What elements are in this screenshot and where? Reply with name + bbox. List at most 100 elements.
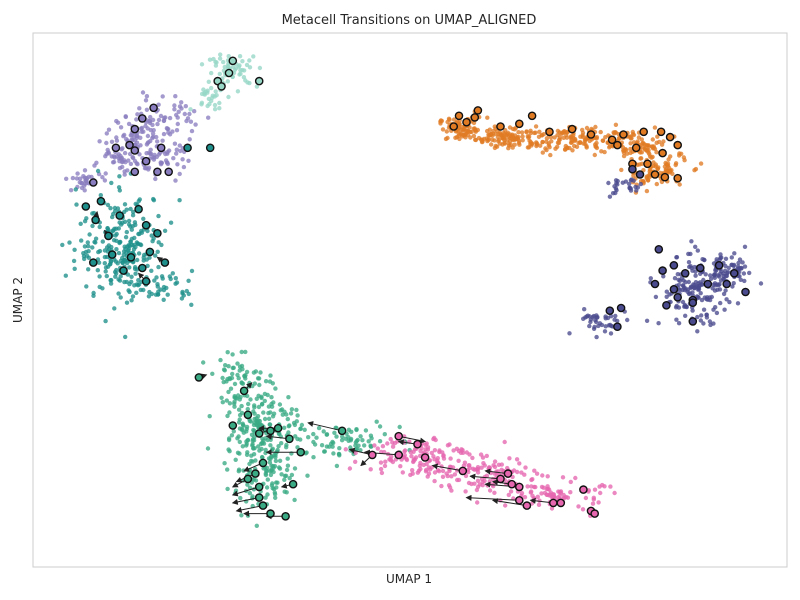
cell-point <box>493 131 498 137</box>
cell-point <box>723 288 728 293</box>
cell-point <box>134 240 139 245</box>
cell-point <box>156 289 161 294</box>
cell-point <box>330 444 335 449</box>
cell-point <box>218 357 223 363</box>
cell-point <box>629 136 634 141</box>
cell-point <box>134 290 139 295</box>
cell-point <box>149 268 154 273</box>
metacell-marker <box>251 469 260 478</box>
metacell-marker <box>527 111 537 121</box>
cell-point <box>485 115 490 120</box>
cell-point <box>603 316 608 321</box>
cell-point <box>456 128 461 133</box>
cell-point <box>236 407 242 412</box>
cell-point <box>269 454 274 459</box>
cell-point <box>144 257 149 262</box>
cell-point <box>132 283 137 288</box>
cell-point <box>572 138 577 143</box>
cell-point <box>536 502 542 507</box>
cell-point <box>226 447 231 452</box>
cell-point <box>625 317 630 323</box>
cell-point <box>136 282 142 287</box>
cell-point <box>257 65 263 71</box>
cell-point <box>170 129 175 134</box>
cell-point <box>206 115 211 120</box>
cell-point <box>598 490 603 496</box>
cell-point <box>269 404 275 409</box>
cell-point <box>251 438 257 443</box>
metacell-marker <box>141 156 151 166</box>
cell-point <box>667 170 673 175</box>
metacell-marker <box>650 279 660 289</box>
transition-arrow <box>231 497 260 505</box>
cell-point <box>544 486 550 492</box>
cell-point <box>268 443 273 448</box>
cell-point <box>692 168 697 173</box>
cell-point <box>252 416 257 422</box>
cell-point <box>277 402 283 407</box>
cell-point <box>262 416 268 422</box>
metacell-marker <box>503 469 513 478</box>
cell-point <box>246 401 251 407</box>
cell-point <box>222 64 227 70</box>
cell-point <box>238 495 243 501</box>
metacell-marker <box>473 106 483 115</box>
cell-point <box>388 436 393 442</box>
cell-point <box>247 58 252 63</box>
cell-point <box>250 442 255 447</box>
cell-point <box>400 470 405 475</box>
cell-point <box>237 439 242 445</box>
cell-point <box>233 66 239 71</box>
cell-point <box>261 410 266 415</box>
cell-point <box>568 479 573 485</box>
cell-point <box>540 150 545 155</box>
cell-point <box>557 489 562 495</box>
metacell-marker <box>183 143 192 153</box>
cell-point <box>92 239 97 245</box>
cell-point <box>258 370 263 375</box>
cell-point <box>292 497 297 503</box>
cell-point <box>230 365 235 371</box>
cell-point <box>223 363 228 368</box>
cell-point <box>324 432 330 437</box>
cell-point <box>180 157 185 162</box>
cell-point <box>688 251 693 257</box>
cell-point <box>254 523 259 528</box>
cell-point <box>282 489 287 494</box>
cell-point <box>212 107 218 112</box>
cell-point <box>168 220 174 225</box>
cell-point <box>72 247 77 252</box>
cell-point <box>311 431 316 437</box>
cell-point <box>252 405 257 410</box>
metacell-marker <box>254 482 264 492</box>
cell-point <box>238 68 243 73</box>
cell-point <box>116 250 122 256</box>
cell-point <box>145 228 150 234</box>
cell-point <box>473 129 478 134</box>
cell-point <box>167 274 172 279</box>
cell-point <box>251 409 256 414</box>
cell-point <box>73 187 79 192</box>
cell-point <box>590 315 595 320</box>
cell-point <box>580 507 586 512</box>
cell-point <box>708 322 713 328</box>
cell-point <box>237 417 242 422</box>
cell-point <box>144 94 150 99</box>
metacell-marker <box>266 509 275 518</box>
cell-point <box>97 284 102 290</box>
cell-point <box>432 470 438 475</box>
cell-point <box>102 178 108 183</box>
cell-point <box>245 406 250 412</box>
cell-point <box>625 151 630 156</box>
cell-point <box>499 134 505 139</box>
cell-point <box>723 263 728 269</box>
cell-point <box>261 466 266 471</box>
cell-point <box>122 132 127 138</box>
cell-point <box>438 121 443 126</box>
cell-point <box>457 136 462 142</box>
cell-point <box>573 475 578 481</box>
cell-point <box>87 232 92 237</box>
cell-point <box>487 488 493 493</box>
cell-point <box>90 245 95 250</box>
cell-point <box>461 128 466 133</box>
